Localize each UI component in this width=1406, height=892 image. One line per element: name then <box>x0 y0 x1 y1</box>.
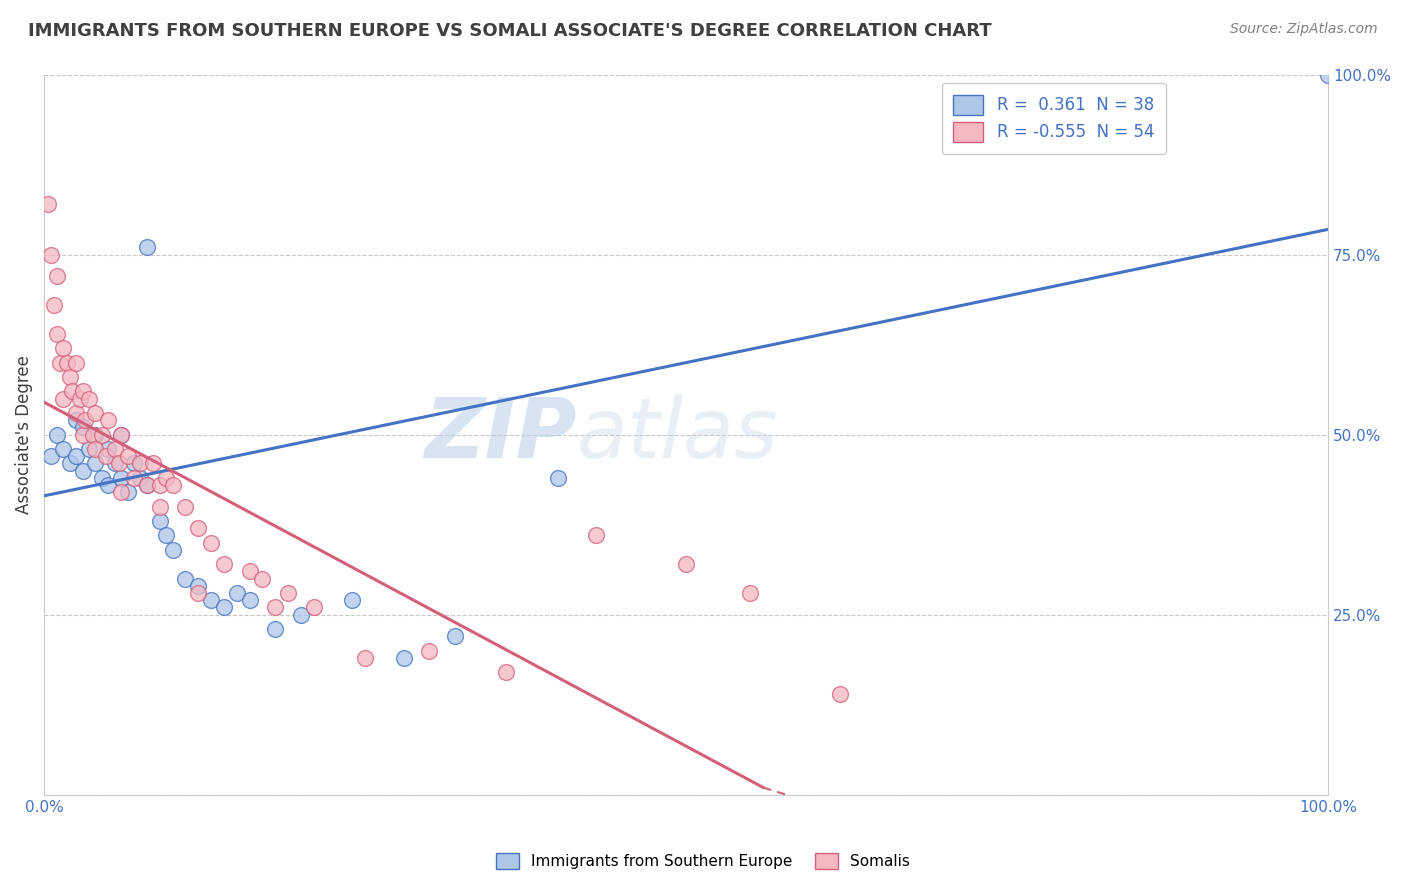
Point <box>302 600 325 615</box>
Point <box>69 392 91 406</box>
Point <box>162 478 184 492</box>
Point <box>110 427 132 442</box>
Point <box>48 355 70 369</box>
Y-axis label: Associate's Degree: Associate's Degree <box>15 355 32 514</box>
Point <box>585 528 607 542</box>
Point <box>149 500 172 514</box>
Point <box>830 687 852 701</box>
Point <box>122 471 145 485</box>
Point <box>354 651 377 665</box>
Point <box>740 586 762 600</box>
Point <box>82 427 104 442</box>
Text: IMMIGRANTS FROM SOUTHERN EUROPE VS SOMALI ASSOCIATE'S DEGREE CORRELATION CHART: IMMIGRANTS FROM SOUTHERN EUROPE VS SOMAL… <box>28 22 991 40</box>
Text: atlas: atlas <box>576 394 779 475</box>
Point <box>149 478 172 492</box>
Point <box>56 355 79 369</box>
Point <box>129 457 152 471</box>
Point <box>117 449 139 463</box>
Point <box>46 269 69 284</box>
Point <box>135 240 157 254</box>
Point <box>39 449 62 463</box>
Point <box>84 457 107 471</box>
Point <box>174 500 197 514</box>
Point <box>187 521 209 535</box>
Point <box>107 457 129 471</box>
Point <box>37 197 59 211</box>
Point <box>155 528 177 542</box>
Point <box>46 326 69 341</box>
Point <box>495 665 517 680</box>
Point <box>97 413 120 427</box>
Point <box>252 572 274 586</box>
Point <box>290 607 312 622</box>
Point <box>97 442 120 456</box>
Point <box>72 464 94 478</box>
Point <box>94 449 117 463</box>
Point <box>84 442 107 456</box>
Point <box>212 558 235 572</box>
Point <box>104 457 127 471</box>
Point <box>110 427 132 442</box>
Point <box>238 565 260 579</box>
Point <box>59 457 82 471</box>
Point <box>200 593 222 607</box>
Point <box>122 457 145 471</box>
Point <box>110 471 132 485</box>
Point <box>97 478 120 492</box>
Point <box>174 572 197 586</box>
Point <box>142 457 165 471</box>
Point <box>59 370 82 384</box>
Point <box>547 471 569 485</box>
Point <box>135 478 157 492</box>
Point <box>212 600 235 615</box>
Legend: R =  0.361  N = 38, R = -0.555  N = 54: R = 0.361 N = 38, R = -0.555 N = 54 <box>942 83 1166 153</box>
Point <box>162 542 184 557</box>
Point <box>65 406 87 420</box>
Point <box>149 514 172 528</box>
Point <box>65 449 87 463</box>
Point <box>418 643 440 657</box>
Point <box>104 442 127 456</box>
Point <box>200 535 222 549</box>
Point <box>110 485 132 500</box>
Point <box>75 413 97 427</box>
Point <box>72 384 94 399</box>
Point <box>155 471 177 485</box>
Legend: Immigrants from Southern Europe, Somalis: Immigrants from Southern Europe, Somalis <box>489 847 917 875</box>
Point <box>187 579 209 593</box>
Point <box>342 593 364 607</box>
Point <box>77 442 100 456</box>
Point <box>129 471 152 485</box>
Point <box>135 478 157 492</box>
Point <box>52 341 75 355</box>
Point <box>52 442 75 456</box>
Point <box>1317 68 1340 82</box>
Point <box>65 413 87 427</box>
Point <box>225 586 247 600</box>
Point <box>444 629 467 643</box>
Point <box>77 392 100 406</box>
Point <box>65 355 87 369</box>
Point <box>90 427 112 442</box>
Point <box>72 420 94 434</box>
Point <box>72 427 94 442</box>
Point <box>44 298 66 312</box>
Point <box>84 427 107 442</box>
Point <box>264 600 287 615</box>
Point <box>90 471 112 485</box>
Point <box>675 558 697 572</box>
Point <box>187 586 209 600</box>
Point <box>117 485 139 500</box>
Text: Source: ZipAtlas.com: Source: ZipAtlas.com <box>1230 22 1378 37</box>
Point <box>52 392 75 406</box>
Point <box>277 586 299 600</box>
Point <box>392 651 415 665</box>
Point <box>264 622 287 636</box>
Text: ZIP: ZIP <box>425 394 576 475</box>
Point <box>46 427 69 442</box>
Point <box>84 406 107 420</box>
Point <box>238 593 260 607</box>
Point <box>60 384 83 399</box>
Point <box>39 247 62 261</box>
